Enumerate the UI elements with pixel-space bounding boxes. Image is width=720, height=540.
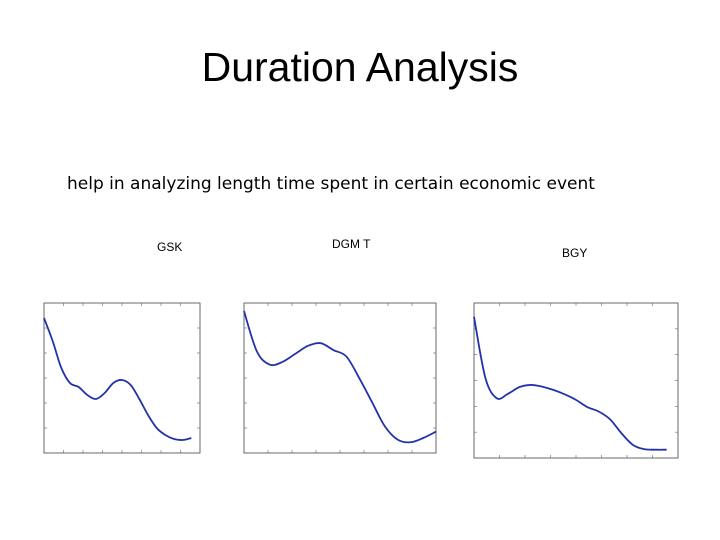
plot-frame — [243, 302, 437, 454]
plot-dgmt — [243, 302, 437, 454]
label-bgy: BGY — [562, 246, 588, 260]
plot-frame — [473, 302, 679, 459]
label-dgmt: DGM T — [332, 237, 371, 251]
series-line — [43, 317, 192, 441]
plot-gsk — [43, 302, 201, 454]
slide-subtitle: help in analyzing length time spent in c… — [67, 174, 595, 194]
series-line — [473, 316, 667, 451]
slide-title: Duration Analysis — [201, 44, 519, 90]
series-line — [243, 310, 437, 444]
label-gsk: GSK — [157, 240, 183, 254]
plot-bgy — [473, 302, 679, 459]
plot-frame — [43, 302, 201, 454]
